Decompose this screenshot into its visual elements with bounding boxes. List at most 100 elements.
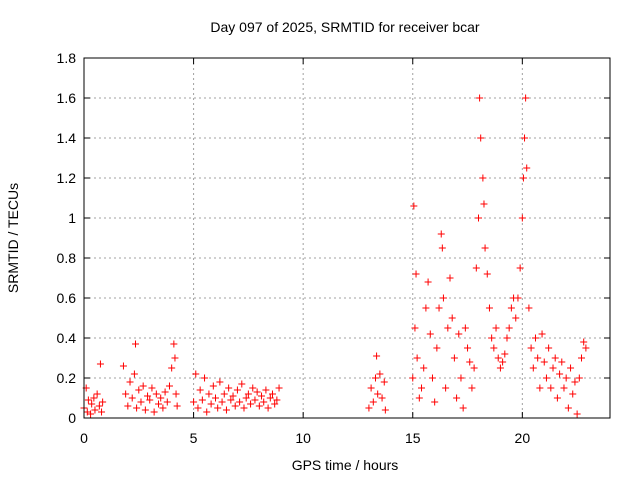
data-point-marker — [439, 294, 447, 302]
data-point-marker — [225, 384, 233, 392]
y-tick-label: 0.6 — [57, 290, 77, 306]
data-point-marker — [538, 330, 546, 338]
data-point-marker — [275, 384, 283, 392]
data-point-marker — [556, 370, 564, 378]
data-point-marker — [266, 394, 274, 402]
data-point-marker — [95, 402, 103, 410]
data-point-marker — [238, 380, 246, 388]
data-point-marker — [207, 400, 215, 408]
data-point-marker — [242, 394, 250, 402]
data-point-marker — [525, 304, 533, 312]
data-point-marker — [470, 364, 478, 372]
data-point-marker — [262, 386, 270, 394]
data-point-marker — [244, 390, 252, 398]
data-point-marker — [560, 384, 568, 392]
data-point-marker — [558, 358, 566, 366]
data-point-marker — [139, 382, 147, 390]
data-point-marker — [144, 392, 152, 400]
data-points — [80, 94, 590, 418]
data-point-marker — [133, 404, 141, 412]
y-tick-label: 1.4 — [57, 130, 77, 146]
data-point-marker — [88, 400, 96, 408]
data-point-marker — [268, 390, 276, 398]
data-point-marker — [567, 364, 575, 372]
x-tick-label: 5 — [190, 430, 198, 446]
data-point-marker — [512, 314, 520, 322]
data-point-marker — [247, 400, 255, 408]
data-point-marker — [163, 398, 171, 406]
data-point-marker — [461, 324, 469, 332]
data-point-marker — [150, 408, 158, 416]
gridlines — [84, 58, 610, 418]
data-point-marker — [271, 400, 279, 408]
data-point-marker — [444, 324, 452, 332]
data-point-marker — [90, 394, 98, 402]
data-point-marker — [547, 384, 555, 392]
data-point-marker — [381, 406, 389, 414]
data-point-marker — [479, 174, 487, 182]
data-point-marker — [459, 404, 467, 412]
data-point-marker — [203, 408, 211, 416]
data-point-marker — [549, 364, 557, 372]
data-point-marker — [527, 344, 535, 352]
data-point-marker — [126, 378, 134, 386]
data-point-marker — [130, 370, 138, 378]
x-tick-label: 10 — [295, 430, 311, 446]
data-point-marker — [551, 354, 559, 362]
data-point-marker — [214, 404, 222, 412]
data-point-marker — [212, 394, 219, 402]
data-point-marker — [573, 410, 581, 418]
data-point-marker — [249, 384, 257, 392]
data-point-marker — [501, 350, 509, 358]
data-point-marker — [571, 378, 579, 386]
data-point-marker — [575, 374, 583, 382]
data-point-marker — [173, 402, 181, 410]
data-point-marker — [137, 398, 145, 406]
data-point-marker — [216, 378, 224, 386]
data-point-marker — [122, 390, 130, 398]
data-point-marker — [466, 358, 474, 366]
data-point-marker — [457, 374, 465, 382]
data-point-marker — [483, 270, 491, 278]
data-point-marker — [542, 374, 550, 382]
data-point-marker — [531, 334, 539, 342]
data-point-marker — [374, 390, 382, 398]
data-point-marker — [507, 304, 515, 312]
data-point-marker — [148, 384, 156, 392]
data-point-marker — [453, 394, 461, 402]
data-point-marker — [516, 264, 524, 272]
data-point-marker — [420, 364, 428, 372]
data-point-marker — [96, 360, 104, 368]
data-point-marker — [415, 394, 423, 402]
data-point-marker — [367, 384, 375, 392]
data-point-marker — [553, 394, 561, 402]
data-point-marker — [376, 370, 384, 378]
data-point-marker — [522, 94, 530, 102]
data-point-marker — [236, 398, 244, 406]
data-point-marker — [99, 398, 107, 406]
data-point-marker — [410, 202, 418, 210]
data-point-marker — [378, 394, 386, 402]
data-point-marker — [468, 384, 476, 392]
data-point-marker — [192, 370, 200, 378]
data-point-marker — [251, 396, 259, 404]
data-point-marker — [437, 230, 445, 238]
data-point-marker — [476, 94, 484, 102]
data-point-marker — [564, 404, 572, 412]
data-point-marker — [521, 134, 529, 142]
data-point-marker — [534, 354, 542, 362]
data-point-marker — [170, 340, 178, 348]
data-point-marker — [435, 304, 443, 312]
data-point-marker — [98, 408, 106, 416]
data-point-marker — [155, 400, 163, 408]
data-point-marker — [128, 394, 136, 402]
data-point-marker — [569, 390, 577, 398]
data-point-marker — [428, 374, 436, 382]
data-point-marker — [264, 404, 272, 412]
data-point-marker — [196, 386, 204, 394]
data-point-marker — [418, 384, 426, 392]
data-point-marker — [409, 374, 417, 382]
data-point-marker — [161, 388, 169, 396]
data-point-marker — [172, 390, 180, 398]
